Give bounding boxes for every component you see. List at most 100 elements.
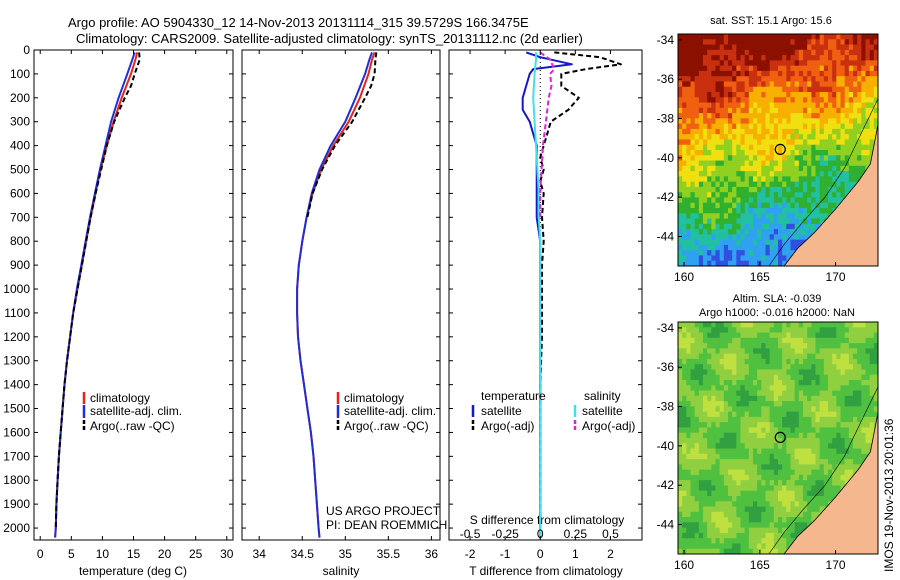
map-cell [815, 139, 821, 146]
map-cell [811, 453, 816, 460]
map-cell [748, 517, 754, 523]
map-cell [828, 118, 833, 125]
map-cell [678, 322, 683, 328]
map-cell [832, 139, 837, 146]
series-line-satellite-adj-clim [54, 52, 136, 538]
map-cell [736, 118, 741, 125]
map-cell [836, 107, 841, 114]
map-cell [678, 65, 683, 72]
map-cell [765, 438, 771, 444]
map-cell [869, 332, 875, 339]
map-cell [690, 34, 696, 40]
map-cell [736, 139, 741, 146]
map-cell [744, 86, 750, 93]
map-cell [828, 102, 833, 109]
map-cell [723, 107, 729, 114]
map-cell [719, 395, 725, 402]
map-cell [719, 322, 725, 328]
map-cell [690, 527, 696, 534]
map-cell [723, 160, 729, 167]
map-cell [690, 97, 696, 103]
map-cell [719, 86, 725, 93]
map-cell [690, 55, 696, 61]
map-cell [765, 522, 771, 529]
map-cell [698, 511, 704, 518]
map-cell [703, 165, 708, 172]
map-cell [848, 453, 854, 460]
map-cell [798, 208, 804, 214]
map-cell [732, 34, 737, 40]
map-cell [803, 160, 808, 167]
map-cell [753, 218, 758, 225]
map-cell [686, 39, 691, 45]
map-cell [690, 506, 696, 513]
map-cell [790, 416, 796, 423]
map-cell [794, 401, 800, 407]
map-cell [678, 448, 683, 455]
map-cell [711, 49, 716, 56]
map-cell [807, 197, 812, 204]
map-cell [703, 229, 708, 235]
map-cell [686, 416, 691, 423]
map-cell [869, 128, 875, 135]
map-cell [819, 107, 825, 114]
map-cell [719, 517, 725, 523]
map-cell [740, 239, 746, 246]
map-cell [844, 332, 850, 339]
map-cell [698, 411, 704, 418]
map-cell [686, 218, 691, 225]
map-cell [832, 332, 837, 339]
map-cell [765, 416, 771, 423]
map-cell [686, 337, 691, 344]
map-cell [707, 348, 712, 355]
map-cell [778, 160, 783, 167]
map-cell [773, 107, 779, 114]
map-cell [707, 70, 712, 77]
map-cell [765, 70, 771, 77]
map-cell [790, 250, 796, 256]
map-cell [811, 107, 816, 114]
map-cell [753, 97, 758, 103]
map-cell [682, 176, 687, 183]
map-cell [848, 76, 854, 82]
map-cell [715, 223, 721, 230]
map-cell [748, 171, 754, 177]
map-cell [740, 49, 746, 56]
map-cell [790, 501, 796, 507]
map-cell [823, 39, 829, 45]
map-cell [807, 364, 812, 370]
map-cell [690, 480, 696, 486]
map-cell [848, 39, 854, 45]
x-tick-label-top: 0.5 [602, 527, 619, 541]
map-cell [778, 239, 783, 246]
map-cell [682, 432, 687, 439]
map-cell [794, 517, 800, 523]
map-cell [757, 332, 762, 339]
map-cell [732, 144, 737, 151]
map-cell [815, 485, 821, 492]
map-cell [761, 102, 766, 109]
map-cell [686, 474, 691, 481]
map-cell [732, 49, 737, 56]
map-cell [823, 453, 829, 460]
map-y-tick-label: -38 [657, 400, 675, 414]
map-cell [823, 374, 829, 381]
map-cell [836, 102, 841, 109]
map-cell [690, 432, 696, 439]
map-cell [736, 34, 741, 40]
y-tick-label: 2000 [3, 521, 30, 535]
map-cell [728, 469, 733, 476]
map-cell [748, 548, 754, 555]
map-cell [744, 327, 750, 333]
map-cell [773, 118, 779, 125]
x-tick-label: 35.5 [377, 547, 401, 561]
map-cell [744, 332, 750, 339]
map-cell [786, 60, 791, 67]
map-cell [819, 432, 825, 439]
map-cell [794, 374, 800, 381]
map-cell [719, 374, 725, 381]
map-cell [823, 176, 829, 183]
map-cell [765, 358, 771, 365]
map-cell [744, 150, 750, 156]
map-cell [861, 118, 866, 125]
